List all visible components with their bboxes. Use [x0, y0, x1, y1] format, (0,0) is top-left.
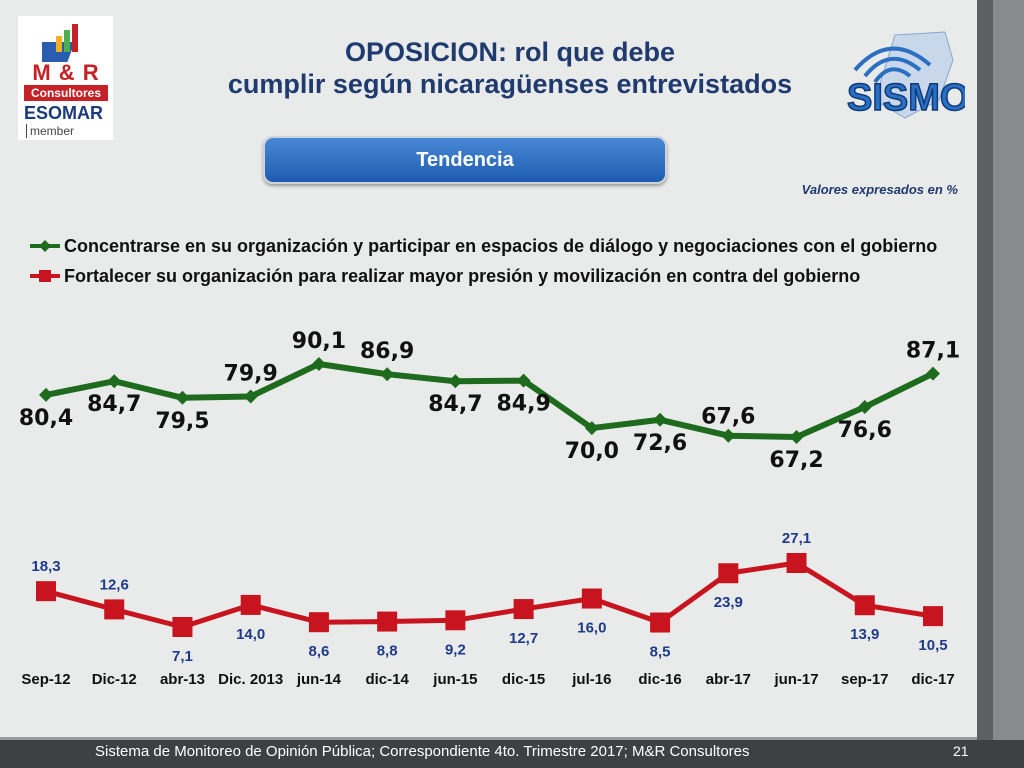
series-1-point	[516, 373, 531, 388]
legend-swatch-series-2	[30, 270, 60, 282]
x-axis-tick-label: sep-17	[841, 671, 889, 688]
series-2-point	[718, 563, 739, 584]
series-2-point	[36, 581, 56, 602]
mr-consultores-logo: M & R Consultores ESOMAR member	[18, 16, 113, 140]
series-2-point	[377, 611, 398, 632]
esomar-text: ESOMAR	[24, 103, 104, 123]
series-2-data-label: 7,1	[172, 648, 193, 665]
series-1-line	[45, 361, 935, 440]
series-2-data-label: 14,0	[236, 626, 265, 643]
trend-line-chart: 80,4 84,7 79,5 79,9 90,1 86,9 84,7 84,9 70,0 72,6…	[19, 329, 960, 688]
x-axis-tick-label: dic-15	[502, 671, 545, 688]
series-2-point	[172, 617, 193, 637]
footer-bar	[0, 740, 1024, 768]
series-2-data-label: 23,9	[714, 594, 743, 611]
series-1-data-label: 79,9	[224, 362, 278, 387]
series-2-line	[45, 560, 934, 630]
tendencia-button-label: Tendencia	[416, 149, 514, 171]
series-1-point	[311, 357, 326, 371]
legend-swatch-series-1	[30, 240, 60, 252]
series-2-data-label: 10,5	[918, 637, 947, 654]
x-axis-tick-label: Sep-12	[21, 671, 70, 688]
series-1-data-label: 72,6	[633, 431, 687, 456]
series-2-data-label: 13,9	[850, 626, 879, 643]
series-2-data-label: 16,0	[577, 620, 606, 637]
legend-item-series-1: Concentrarse en su organización y partic…	[28, 232, 958, 260]
legend-label-series-1: Concentrarse en su organización y partic…	[64, 236, 938, 256]
page-number: 21	[953, 743, 969, 759]
series-1-point	[39, 387, 53, 402]
x-axis-tick-label: Dic. 2013	[218, 671, 283, 688]
series-1-data-label: 87,1	[906, 339, 960, 364]
x-axis-tick-label: jun-14	[296, 671, 342, 688]
series-1-data-label: 80,4	[19, 406, 73, 431]
title-line-1: OPOSICION: rol que debe	[344, 37, 676, 67]
series-2-point	[308, 612, 329, 633]
x-axis-tick-label: jun-17	[773, 671, 818, 688]
values-note: Valores expresados en %	[801, 182, 958, 197]
slide-title: OPOSICION: rol que debe cumplir según ni…	[160, 36, 860, 100]
series-1-data-label: 86,9	[360, 339, 414, 364]
series-2-data-label: 8,6	[308, 643, 329, 660]
series-1-point	[243, 389, 258, 404]
legend-label-series-2: Fortalecer su organización para realizar…	[64, 266, 861, 286]
series-2-point	[445, 610, 466, 631]
series-1-point	[653, 412, 668, 427]
series-1-point	[584, 421, 599, 436]
x-axis-tick-label: Dic-12	[92, 671, 137, 688]
sismo-logo-text: SISMO	[847, 77, 965, 119]
series-1-data-label: 67,6	[701, 405, 755, 430]
series-1-data-label: 84,7	[428, 392, 482, 417]
member-text: member	[26, 124, 74, 138]
series-1-data-label: 79,5	[155, 409, 209, 434]
logo-chart-icon	[42, 24, 78, 62]
series-1-point	[107, 374, 122, 389]
series-1-data-label: 84,7	[87, 392, 141, 417]
series-2-point	[104, 599, 125, 620]
footer-text: Sistema de Monitoreo de Opinión Pública;…	[95, 743, 750, 760]
footer-divider	[0, 737, 977, 740]
x-axis-tick-label: dic-16	[638, 671, 681, 688]
series-2-point	[650, 612, 671, 633]
chart-legend: Concentrarse en su organización y partic…	[28, 232, 958, 292]
series-2-data-label: 8,8	[377, 643, 398, 660]
series-2-point	[786, 553, 807, 573]
series-2-point	[513, 599, 534, 620]
series-1-data-label: 84,9	[496, 392, 550, 417]
series-1-data-label: 67,2	[769, 448, 823, 473]
x-axis-tick-label: jul-16	[571, 671, 611, 688]
series-2-point	[581, 588, 602, 609]
series-2-data-label: 9,2	[445, 641, 466, 658]
x-axis-tick-label: abr-17	[706, 671, 751, 688]
series-2-data-label: 18,3	[31, 558, 60, 575]
x-axis-tick-label: jun-15	[432, 671, 477, 688]
right-frame-bar-inner	[993, 0, 1024, 768]
series-2-point	[923, 606, 943, 627]
sismo-logo: SISMO	[846, 31, 965, 120]
mr-sub-text: Consultores	[24, 85, 108, 101]
series-2-point	[854, 595, 875, 616]
x-axis-tick-label: dic-17	[911, 671, 954, 688]
series-2-data-label: 12,6	[100, 576, 129, 593]
series-1-data-label: 90,1	[292, 329, 346, 354]
series-1-point	[380, 367, 395, 382]
series-2-point	[240, 594, 261, 615]
series-2-data-label: 8,5	[650, 644, 671, 661]
tendencia-button[interactable]: Tendencia	[263, 136, 667, 184]
series-1-point	[721, 428, 736, 443]
series-1-data-label: 76,6	[838, 418, 892, 443]
series-2-data-label: 12,7	[509, 630, 538, 647]
series-2-data-label: 27,1	[782, 530, 811, 547]
series-1-point	[926, 366, 940, 381]
mr-brand-text: M & R	[32, 60, 100, 85]
series-1-point	[448, 374, 463, 389]
x-axis-tick-label: abr-13	[160, 671, 205, 688]
legend-item-series-2: Fortalecer su organización para realizar…	[28, 262, 958, 290]
series-1-point	[789, 430, 804, 444]
x-axis-tick-label: dic-14	[365, 671, 409, 688]
title-line-2: cumplir según nicaragüenses entrevistado…	[227, 69, 793, 99]
series-1-point	[857, 400, 872, 415]
series-1-point	[175, 390, 190, 405]
series-1-data-label: 70,0	[565, 439, 619, 464]
